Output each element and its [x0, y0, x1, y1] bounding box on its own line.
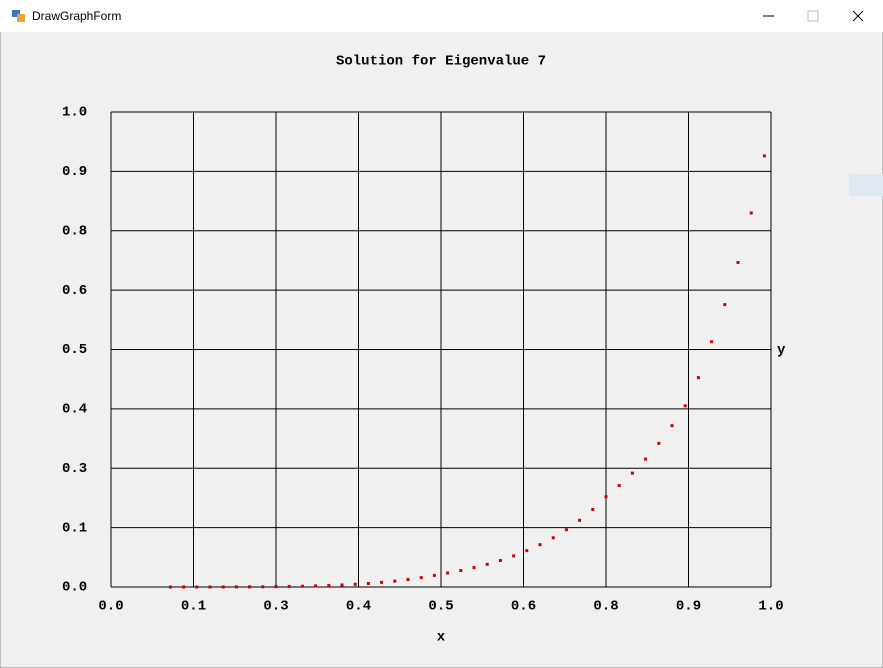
- point: [406, 578, 410, 582]
- point: [300, 584, 304, 588]
- y-tick-label: 0.6: [62, 283, 87, 299]
- point: [525, 549, 529, 553]
- point: [762, 154, 766, 158]
- x-tick-label: 0.6: [511, 599, 536, 615]
- x-tick-label: 0.8: [593, 599, 618, 615]
- title-bar: [0, 0, 883, 32]
- point: [551, 536, 555, 540]
- y-tick-label: 0.5: [62, 342, 87, 358]
- window-title: DrawGraphForm: [32, 9, 121, 23]
- app-icon: [12, 10, 25, 22]
- point: [208, 585, 212, 589]
- point: [234, 585, 238, 589]
- point: [617, 484, 621, 488]
- y-tick-label: 0.3: [62, 461, 87, 477]
- point: [459, 569, 463, 573]
- close-button[interactable]: [852, 10, 864, 22]
- y-axis-label: y: [777, 343, 786, 359]
- x-tick-label: 0.3: [263, 599, 288, 615]
- y-tick-label: 0.4: [62, 402, 87, 418]
- y-tick-label: 0.8: [62, 223, 87, 239]
- point: [564, 528, 568, 532]
- x-tick-label: 0.4: [346, 599, 371, 615]
- point: [696, 376, 700, 380]
- x-tick-label: 0.9: [676, 599, 701, 615]
- x-tick-label: 0.1: [181, 599, 206, 615]
- point: [393, 579, 397, 583]
- point: [670, 424, 674, 428]
- point: [485, 562, 489, 566]
- x-tick-label: 1.0: [758, 599, 783, 615]
- point: [340, 583, 344, 587]
- point: [261, 585, 265, 589]
- point: [446, 571, 450, 575]
- x-tick-label: 0.5: [428, 599, 453, 615]
- point: [221, 585, 225, 589]
- point: [195, 585, 199, 589]
- point: [723, 303, 727, 307]
- maximize-button[interactable]: [807, 10, 819, 22]
- point: [657, 441, 661, 445]
- point: [710, 340, 714, 344]
- point: [591, 507, 595, 511]
- y-tick-label: 0.1: [62, 520, 87, 536]
- point: [366, 581, 370, 585]
- y-tick-label: 1.0: [62, 105, 87, 121]
- point: [274, 585, 278, 589]
- point: [578, 518, 582, 522]
- point: [314, 584, 318, 588]
- point: [630, 471, 634, 475]
- point: [512, 554, 516, 558]
- point: [419, 576, 423, 580]
- point: [182, 585, 186, 589]
- point: [472, 566, 476, 570]
- point: [432, 573, 436, 577]
- point: [644, 457, 648, 461]
- x-tick-label: 0.0: [98, 599, 123, 615]
- point: [327, 584, 331, 588]
- point: [736, 260, 740, 264]
- side-widget: [849, 174, 883, 196]
- point: [538, 543, 542, 547]
- point: [683, 404, 687, 408]
- y-tick-label: 0.9: [62, 164, 87, 180]
- point: [749, 211, 753, 215]
- point: [353, 582, 357, 586]
- point: [287, 584, 291, 588]
- y-tick-label: 0.0: [62, 580, 87, 596]
- point: [168, 585, 172, 589]
- x-axis-label: x: [437, 630, 446, 646]
- point: [498, 558, 502, 562]
- point: [604, 495, 608, 499]
- chart-title: Solution for Eigenvalue 7: [336, 54, 546, 70]
- point: [248, 585, 252, 589]
- point: [380, 580, 384, 584]
